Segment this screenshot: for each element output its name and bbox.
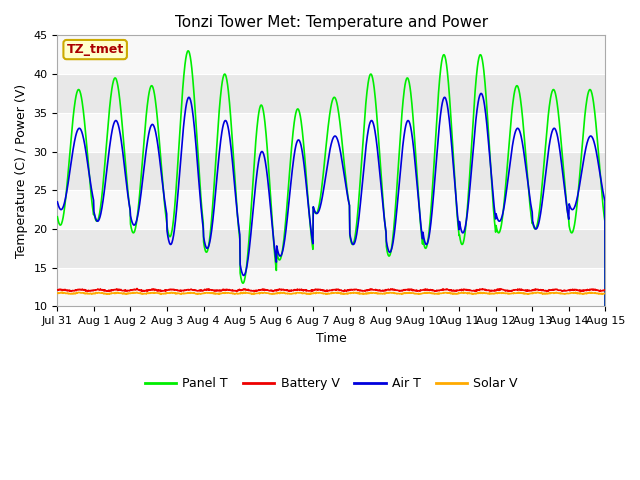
Battery V xyxy=(537,287,545,293)
Air T xyxy=(162,206,170,212)
Battery V xyxy=(489,288,497,294)
Solar V xyxy=(537,290,545,296)
Battery V xyxy=(417,287,425,293)
Air T xyxy=(477,91,485,96)
Bar xyxy=(58,190,605,229)
Text: TZ_tmet: TZ_tmet xyxy=(67,43,124,56)
Panel T xyxy=(602,381,609,387)
Battery V xyxy=(602,287,609,293)
Panel T xyxy=(237,275,244,281)
Battery V xyxy=(54,287,61,293)
Solar V xyxy=(602,290,609,296)
Solar V xyxy=(489,290,497,296)
Panel T xyxy=(175,138,183,144)
Line: Solar V: Solar V xyxy=(58,292,605,294)
Line: Air T: Air T xyxy=(58,94,605,384)
Air T xyxy=(237,264,244,269)
Line: Battery V: Battery V xyxy=(58,288,605,291)
Air T xyxy=(488,183,496,189)
Air T xyxy=(417,216,424,222)
Panel T xyxy=(417,223,424,228)
Panel T xyxy=(488,189,496,195)
Bar xyxy=(58,113,605,152)
Bar xyxy=(58,268,605,306)
Air T xyxy=(602,381,609,387)
Line: Panel T: Panel T xyxy=(58,51,605,384)
Battery V xyxy=(237,287,245,293)
Air T xyxy=(537,211,545,216)
Solar V xyxy=(237,290,244,296)
Solar V xyxy=(250,291,258,297)
Battery V xyxy=(176,288,184,293)
Panel T xyxy=(184,48,192,54)
Battery V xyxy=(233,288,241,294)
Solar V xyxy=(175,290,183,296)
Title: Tonzi Tower Met: Temperature and Power: Tonzi Tower Met: Temperature and Power xyxy=(175,15,488,30)
Y-axis label: Temperature (C) / Power (V): Temperature (C) / Power (V) xyxy=(15,84,28,258)
Solar V xyxy=(162,290,170,296)
Solar V xyxy=(460,289,467,295)
Solar V xyxy=(54,290,61,296)
Bar xyxy=(58,36,605,74)
Air T xyxy=(175,175,183,180)
Battery V xyxy=(133,286,141,291)
Panel T xyxy=(537,198,545,204)
Solar V xyxy=(417,291,424,297)
Panel T xyxy=(54,214,61,220)
Battery V xyxy=(163,288,170,293)
Air T xyxy=(54,199,61,205)
Legend: Panel T, Battery V, Air T, Solar V: Panel T, Battery V, Air T, Solar V xyxy=(140,372,523,396)
X-axis label: Time: Time xyxy=(316,332,347,345)
Panel T xyxy=(162,213,170,219)
